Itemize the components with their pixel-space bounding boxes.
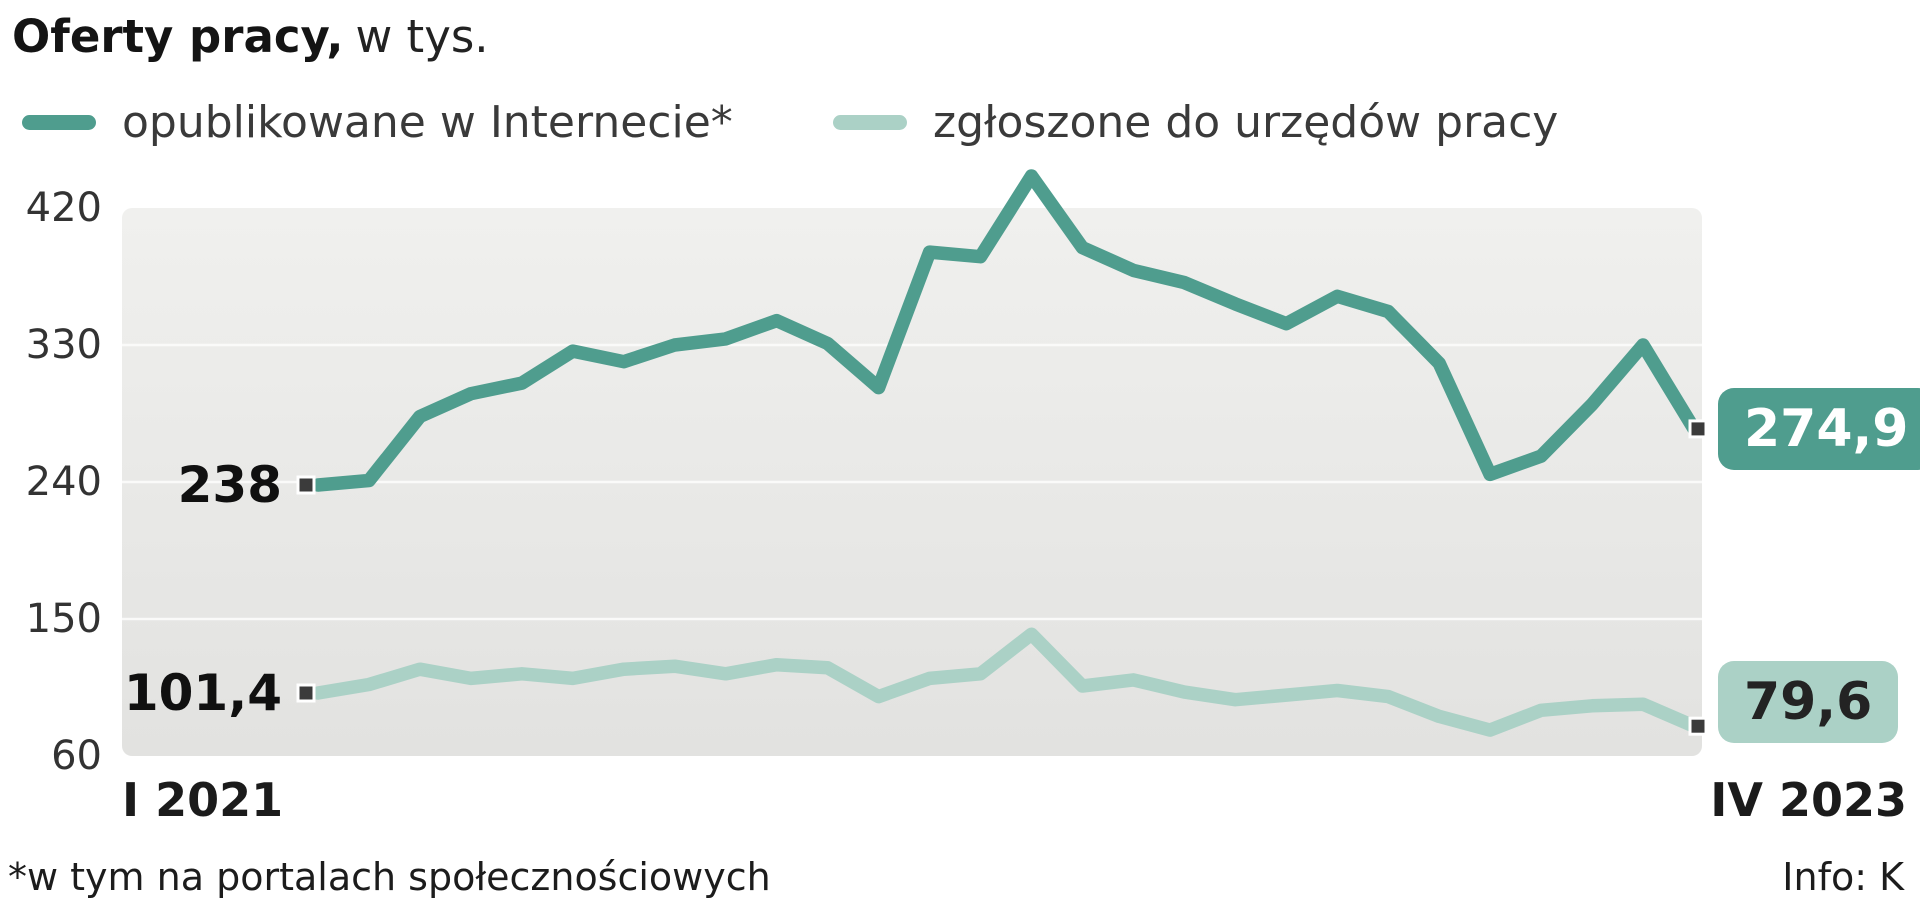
legend-item-internet: opublikowane w Internecie* <box>22 94 733 150</box>
legend-label-internet: opublikowane w Internecie* <box>122 96 733 148</box>
y-tick-60: 60 <box>51 733 102 779</box>
chart-title: Oferty pracy, w tys. <box>12 10 489 64</box>
x-axis-end-label: IV 2023 <box>1710 773 1907 827</box>
legend-swatch-internet <box>22 114 96 130</box>
footnote: *w tym na portalach społecznościowych <box>8 855 771 899</box>
legend-swatch-urzedy <box>833 114 907 130</box>
end-badge-internet: 274,9 <box>1718 387 1920 470</box>
start-label-internet: 238 <box>177 456 282 515</box>
end-marker-urzedy <box>1688 716 1708 736</box>
x-axis-start-label: I 2021 <box>122 773 284 827</box>
start-label-urzedy: 101,4 <box>123 663 282 722</box>
legend-label-urzedy: zgłoszone do urzędów pracy <box>933 96 1559 148</box>
end-marker-internet <box>1688 419 1708 439</box>
source-credit: Info: K <box>1782 855 1904 899</box>
y-tick-150: 150 <box>25 596 102 642</box>
start-marker-urzedy <box>296 683 316 703</box>
start-marker-internet <box>296 475 316 495</box>
end-badge-urzedy: 79,6 <box>1718 661 1899 744</box>
chart-title-bold: Oferty pracy, <box>12 10 344 63</box>
y-tick-240: 240 <box>25 459 102 505</box>
series-line-internet <box>311 169 1701 492</box>
legend-item-urzedy: zgłoszone do urzędów pracy <box>833 94 1558 150</box>
y-tick-330: 330 <box>25 322 102 368</box>
chart-title-unit: w tys. <box>355 10 489 63</box>
y-tick-420: 420 <box>25 185 102 231</box>
series-line-urzedy <box>311 627 1701 737</box>
